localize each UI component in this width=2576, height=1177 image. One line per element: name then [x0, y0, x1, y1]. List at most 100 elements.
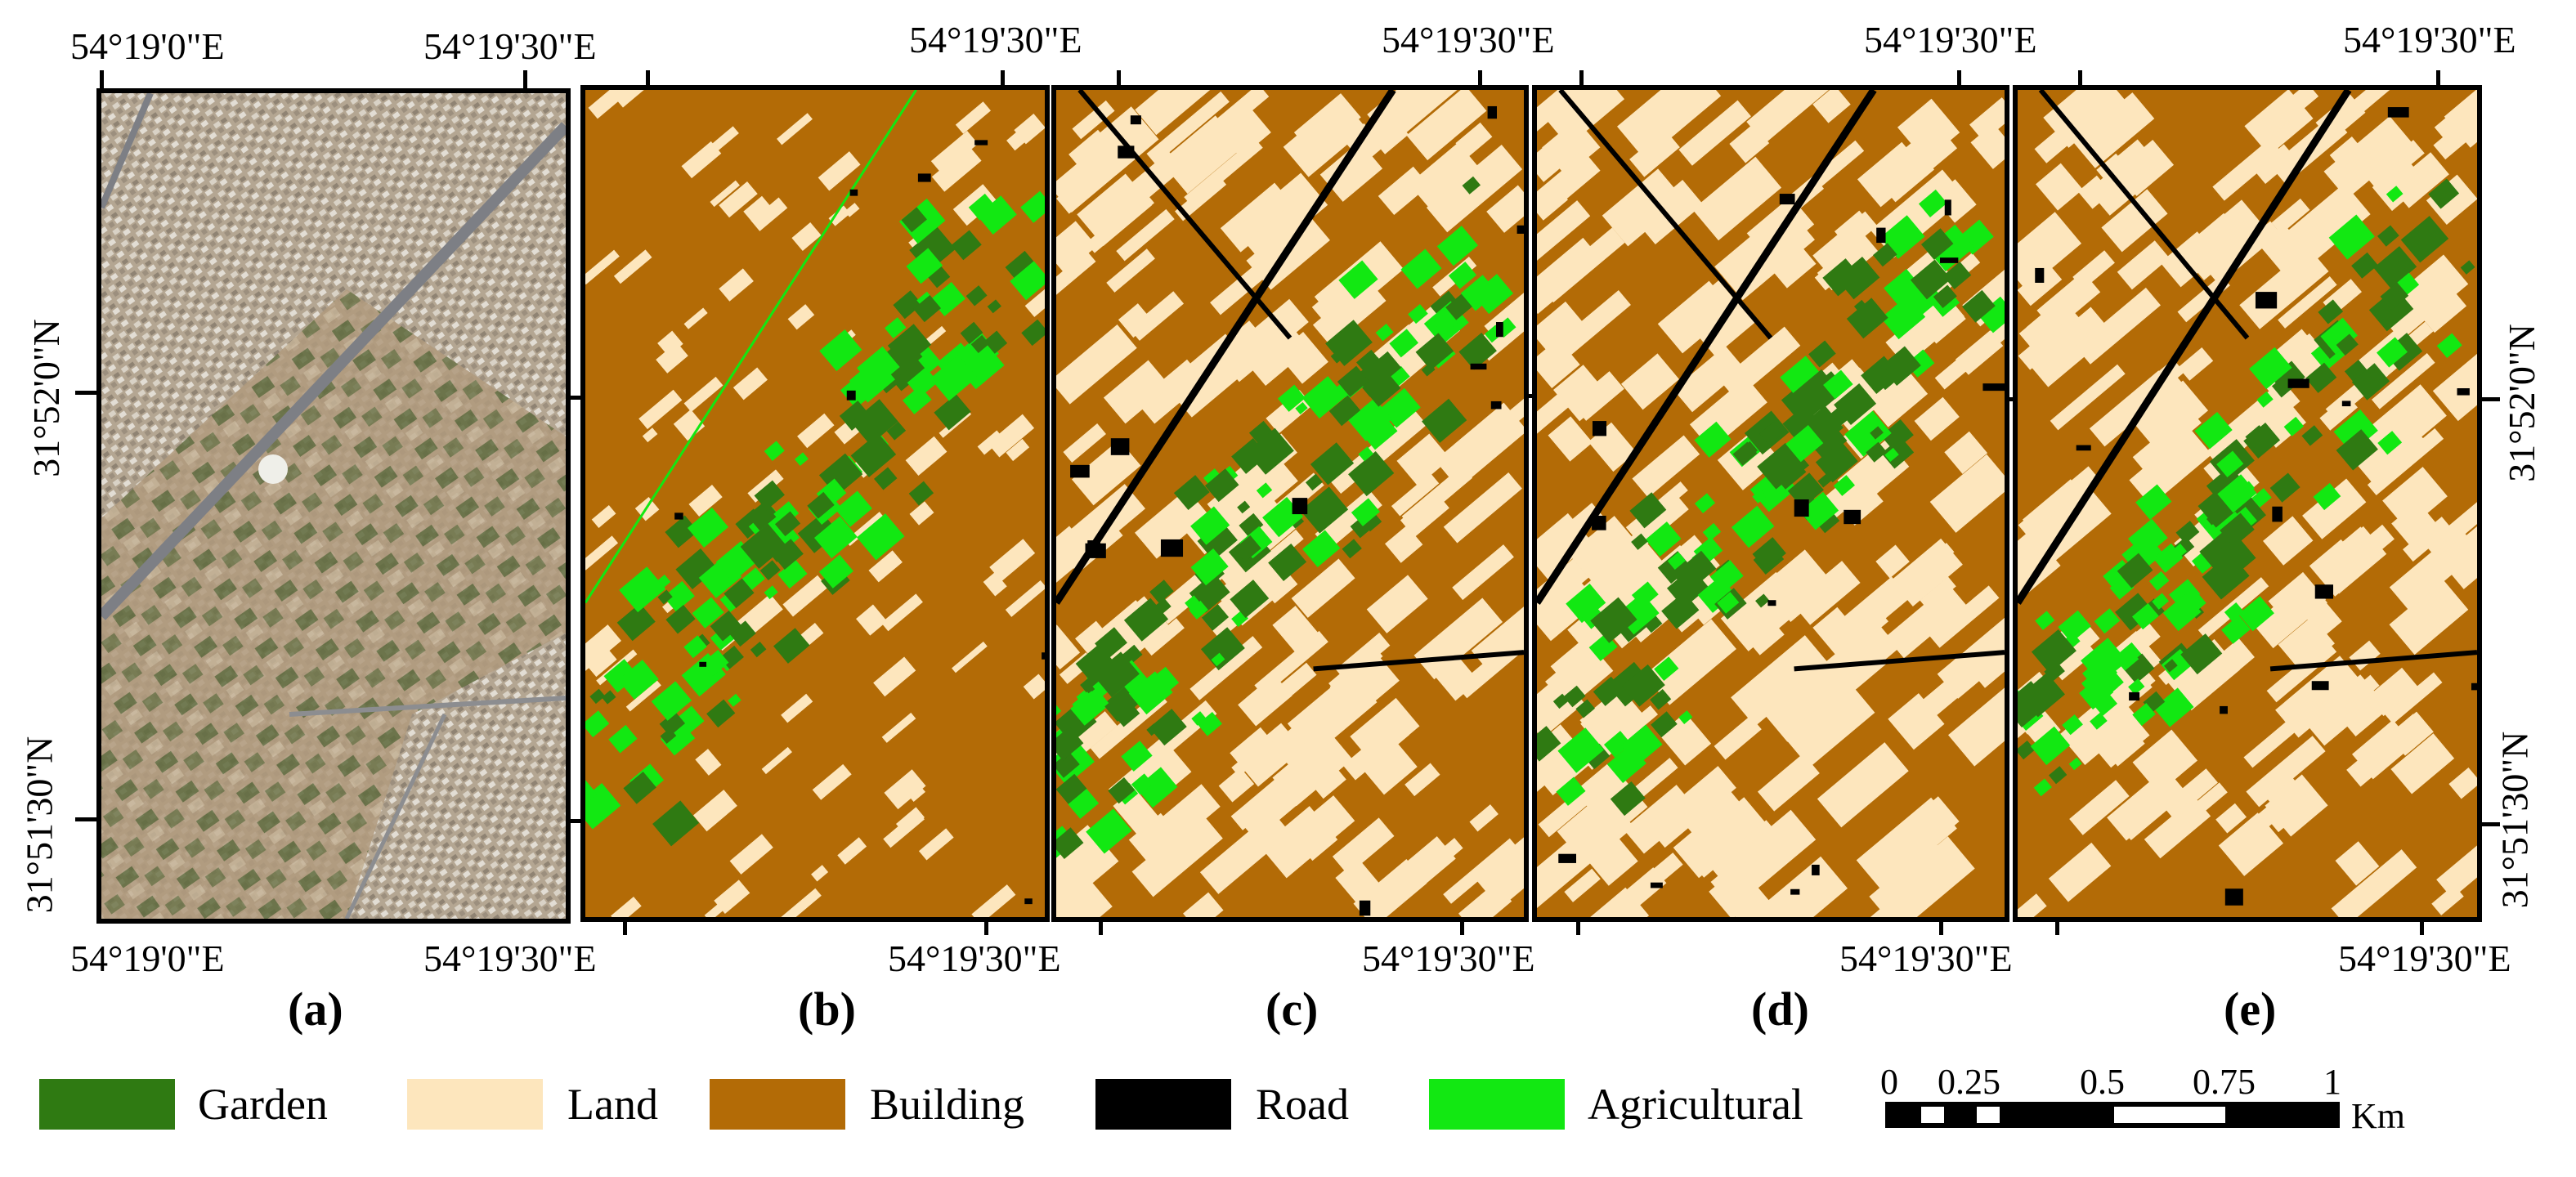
land-parcel: [2212, 138, 2283, 201]
agricultural-patch: [1302, 530, 1341, 567]
agricultural-patch: [902, 385, 932, 414]
top-tick: [1117, 70, 1121, 90]
garden-patch: [1268, 543, 1307, 582]
road-fragment: [1767, 600, 1776, 606]
garden-patch: [2400, 216, 2449, 263]
land-parcel: [925, 325, 947, 345]
agricultural-patch: [1256, 482, 1273, 499]
road-fragment: [1292, 498, 1308, 515]
agricultural-patch: [2217, 474, 2257, 513]
land-parcel: [1005, 580, 1045, 617]
agricultural-patch: [2186, 593, 2206, 614]
garden-patch: [928, 266, 951, 289]
garden-patch: [675, 548, 718, 590]
land-parcel: [2018, 263, 2063, 307]
land-parcel: [1757, 753, 1820, 812]
agricultural-patch: [2079, 675, 2114, 710]
agricultural-patch: [2328, 214, 2375, 260]
agricultural-patch: [1731, 505, 1775, 548]
land-parcel: [2132, 729, 2198, 794]
land-parcel: [2022, 479, 2081, 531]
agricultural-patch: [683, 635, 707, 659]
land-parcel: [1921, 301, 1966, 344]
garden-patch: [665, 515, 699, 548]
garden-patch: [1248, 420, 1274, 445]
agricultural-patch: [968, 193, 997, 221]
top-lon-label-b: 54°19'30"E: [909, 19, 1082, 60]
land-parcel: [844, 203, 860, 217]
land-parcel: [2072, 92, 2155, 168]
agricultural-patch: [603, 659, 638, 693]
land-parcel: [588, 90, 635, 119]
garden-patch: [960, 321, 983, 344]
land-parcel: [909, 501, 934, 526]
land-parcel: [1570, 371, 1624, 421]
satellite-image-panel: [96, 88, 571, 924]
agricultural-patch: [849, 357, 895, 403]
garden-patch: [1056, 827, 1084, 859]
garden-patch: [1149, 580, 1174, 604]
agricultural-patch: [585, 710, 610, 738]
land-parcel: [1116, 208, 1175, 262]
land-parcel: [2050, 364, 2126, 431]
land-parcel: [1537, 200, 1591, 276]
legend-label-road: Road: [1256, 1080, 1349, 1129]
land-parcel: [2121, 785, 2184, 840]
garden-patch: [706, 699, 736, 728]
agricultural-patch: [1667, 552, 1686, 570]
agricultural-patch: [2152, 593, 2170, 610]
land-parcel: [781, 693, 813, 723]
land-parcel: [625, 680, 661, 712]
agricultural-patch: [1136, 767, 1178, 808]
garden-patch: [874, 467, 898, 490]
top-tick: [100, 70, 104, 90]
garden-patch: [1300, 486, 1349, 534]
road-fragment: [974, 140, 988, 145]
land-parcel: [2278, 275, 2337, 329]
agricultural-patch: [2313, 482, 2341, 511]
left-tick: [75, 391, 98, 395]
garden-patch: [1593, 676, 1624, 706]
agricultural-patch: [2132, 703, 2156, 727]
road-fragment: [2387, 107, 2409, 118]
agricultural-patch: [1884, 268, 1922, 307]
land-parcel: [2389, 527, 2477, 611]
land-parcel: [585, 624, 622, 673]
land-parcel: [2036, 163, 2083, 211]
agricultural-patch: [2090, 712, 2108, 730]
land-parcel: [1435, 402, 1524, 489]
land-parcel: [2372, 353, 2435, 409]
land-parcel: [1602, 168, 1684, 247]
garden-patch: [1462, 176, 1481, 195]
agricultural-patch: [1348, 398, 1392, 441]
bottom-lon-label-b: 54°19'30"E: [888, 938, 1061, 979]
garden-patch: [2206, 512, 2220, 526]
land-parcel: [1538, 773, 1610, 838]
land-parcel: [692, 790, 737, 832]
garden-patch: [2269, 472, 2300, 503]
garden-patch: [1234, 535, 1261, 562]
land-parcel: [2403, 517, 2453, 562]
land-parcel: [1469, 804, 1499, 832]
land-parcel: [1872, 142, 1934, 203]
land-parcel: [1184, 137, 1263, 208]
garden-patch: [2220, 512, 2255, 548]
agricultural-patch: [1131, 773, 1154, 795]
land-parcel: [2218, 812, 2284, 876]
road-fragment: [1495, 322, 1503, 338]
land-parcel: [743, 195, 772, 223]
top-tick: [1579, 70, 1584, 90]
garden-patch: [1738, 441, 1758, 461]
land-parcel: [1068, 129, 1110, 169]
garden-patch: [1643, 615, 1663, 633]
agricultural-patch: [2377, 337, 2408, 368]
land-parcel: [2367, 140, 2425, 192]
bottom-tick: [623, 920, 627, 935]
land-parcel: [791, 222, 822, 252]
land-parcel: [1106, 248, 1155, 293]
land-parcel: [1312, 279, 1387, 347]
right-tick: [2480, 822, 2500, 826]
land-parcel: [611, 897, 642, 917]
panel-label-d: (d): [1751, 982, 1809, 1036]
top-lon-label-a-right: 54°19'30"E: [423, 25, 597, 67]
